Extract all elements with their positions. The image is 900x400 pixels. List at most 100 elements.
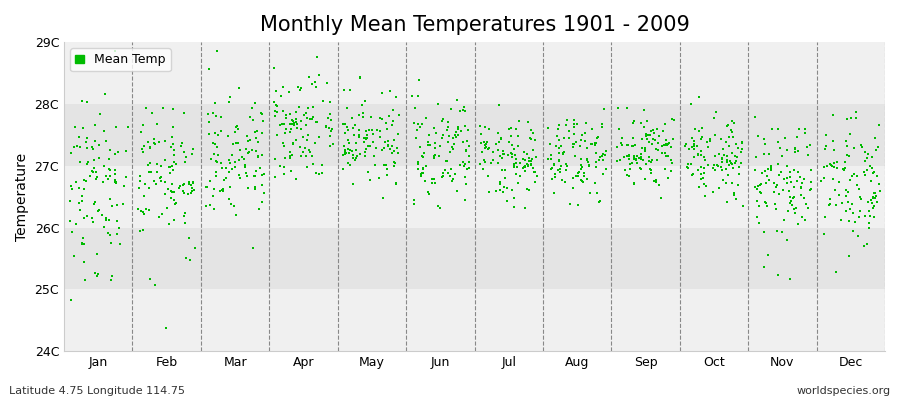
Point: [640, 118, 654, 124]
Point: [441, 139, 455, 145]
Point: [855, 144, 869, 150]
Point: [283, 129, 297, 135]
Point: [86, 144, 100, 150]
Point: [69, 142, 84, 149]
Point: [734, 139, 749, 146]
Point: [685, 144, 699, 151]
Point: [166, 152, 181, 158]
Point: [374, 147, 389, 153]
Point: [277, 142, 292, 149]
Point: [418, 114, 433, 121]
Point: [724, 161, 739, 167]
Point: [405, 93, 419, 99]
Point: [761, 177, 776, 184]
Point: [712, 185, 726, 192]
Point: [144, 110, 158, 116]
Point: [459, 181, 473, 188]
Point: [575, 178, 590, 184]
Point: [135, 146, 149, 152]
Point: [79, 99, 94, 106]
Point: [726, 190, 741, 196]
Point: [365, 139, 380, 146]
Point: [791, 148, 806, 154]
Point: [481, 173, 495, 179]
Point: [687, 146, 701, 152]
Point: [446, 176, 460, 182]
Point: [256, 170, 271, 177]
Point: [166, 140, 180, 147]
Point: [577, 170, 591, 176]
Point: [458, 108, 473, 114]
Point: [511, 142, 526, 149]
Point: [615, 134, 629, 141]
Point: [428, 176, 442, 182]
Point: [518, 163, 533, 169]
Point: [283, 121, 297, 127]
Point: [161, 220, 176, 227]
Point: [308, 140, 322, 146]
Point: [842, 153, 857, 160]
Point: [372, 175, 386, 181]
Point: [267, 98, 282, 105]
Point: [516, 165, 530, 171]
Point: [706, 115, 721, 121]
Point: [732, 164, 746, 171]
Point: [723, 158, 737, 164]
Point: [384, 122, 399, 128]
Point: [431, 202, 446, 209]
Point: [680, 164, 694, 170]
Point: [707, 162, 722, 169]
Point: [804, 167, 818, 174]
Point: [309, 84, 323, 90]
Point: [664, 144, 679, 151]
Point: [544, 152, 558, 158]
Point: [178, 210, 193, 216]
Point: [86, 219, 100, 226]
Point: [633, 165, 647, 172]
Point: [460, 166, 474, 172]
Point: [275, 140, 290, 146]
Point: [510, 180, 525, 187]
Point: [314, 161, 328, 168]
Point: [477, 139, 491, 145]
Point: [412, 77, 427, 84]
Point: [337, 87, 351, 94]
Point: [638, 148, 652, 154]
Point: [86, 169, 101, 175]
Point: [634, 136, 649, 142]
Point: [87, 157, 102, 163]
Point: [868, 147, 883, 154]
Point: [473, 123, 488, 129]
Point: [103, 232, 117, 238]
Point: [182, 181, 196, 187]
Point: [508, 203, 522, 210]
Point: [79, 138, 94, 145]
Point: [224, 166, 238, 172]
Point: [748, 113, 762, 120]
Point: [457, 160, 472, 167]
Point: [323, 117, 338, 124]
Point: [524, 161, 538, 168]
Point: [544, 156, 558, 162]
Point: [111, 149, 125, 155]
Point: [869, 199, 884, 205]
Point: [446, 146, 460, 153]
Point: [758, 168, 772, 174]
Point: [579, 120, 593, 126]
Point: [346, 147, 360, 154]
Point: [143, 145, 157, 152]
Point: [507, 160, 521, 167]
Point: [311, 71, 326, 78]
Point: [411, 121, 426, 128]
Point: [214, 160, 229, 166]
Point: [572, 168, 587, 175]
Point: [225, 152, 239, 158]
Point: [803, 142, 817, 148]
Point: [577, 173, 591, 179]
Point: [494, 167, 508, 174]
Point: [199, 202, 213, 209]
Point: [217, 177, 231, 183]
Point: [860, 155, 874, 161]
Point: [137, 143, 151, 150]
Point: [286, 141, 301, 148]
